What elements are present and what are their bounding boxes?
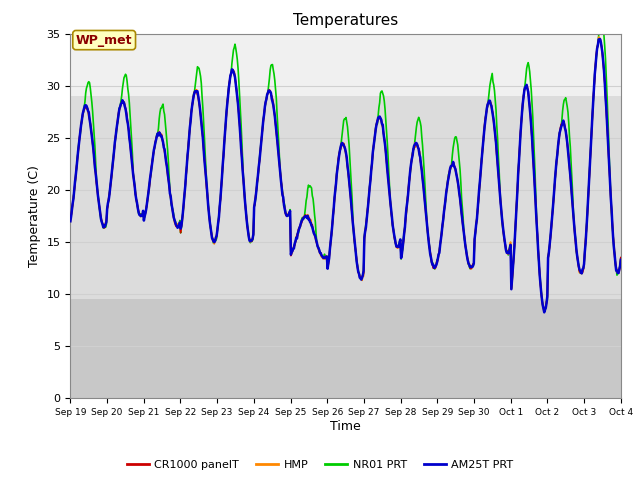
Line: AM25T PRT: AM25T PRT <box>70 39 621 312</box>
NR01 PRT <box>540 308 548 314</box>
HMP <box>617 257 625 263</box>
AM25T PRT <box>218 174 226 180</box>
NR01 PRT <box>77 131 84 136</box>
HMP <box>218 174 226 180</box>
HMP <box>413 141 420 147</box>
NR01 PRT <box>133 201 141 206</box>
AM25T PRT <box>67 218 74 224</box>
HMP <box>189 98 196 104</box>
AM25T PRT <box>429 262 436 268</box>
HMP <box>429 261 436 267</box>
AM25T PRT <box>189 98 196 104</box>
CR1000 panelT <box>413 140 420 146</box>
NR01 PRT <box>189 99 196 105</box>
AM25T PRT <box>413 140 420 146</box>
AM25T PRT <box>77 128 84 134</box>
Text: WP_met: WP_met <box>76 34 132 47</box>
Legend: CR1000 panelT, HMP, NR01 PRT, AM25T PRT: CR1000 panelT, HMP, NR01 PRT, AM25T PRT <box>122 456 518 474</box>
AM25T PRT <box>540 310 548 315</box>
NR01 PRT <box>596 20 604 26</box>
HMP <box>540 308 548 314</box>
Bar <box>70 300 621 398</box>
Line: CR1000 panelT: CR1000 panelT <box>70 39 621 310</box>
Bar <box>70 96 621 300</box>
CR1000 panelT <box>133 200 141 206</box>
CR1000 panelT <box>540 307 548 312</box>
HMP <box>595 34 602 40</box>
AM25T PRT <box>133 200 141 205</box>
NR01 PRT <box>218 176 226 182</box>
Title: Temperatures: Temperatures <box>293 13 398 28</box>
HMP <box>67 218 74 224</box>
NR01 PRT <box>429 260 436 265</box>
CR1000 panelT <box>596 36 604 42</box>
HMP <box>133 202 141 208</box>
CR1000 panelT <box>429 262 436 267</box>
Line: NR01 PRT: NR01 PRT <box>70 23 621 311</box>
CR1000 panelT <box>189 98 196 104</box>
Line: HMP: HMP <box>70 37 621 311</box>
HMP <box>77 129 84 135</box>
CR1000 panelT <box>77 128 84 134</box>
X-axis label: Time: Time <box>330 420 361 433</box>
AM25T PRT <box>617 257 625 263</box>
Y-axis label: Temperature (C): Temperature (C) <box>28 165 41 267</box>
AM25T PRT <box>596 36 604 42</box>
CR1000 panelT <box>617 255 625 261</box>
CR1000 panelT <box>67 215 74 220</box>
NR01 PRT <box>413 124 420 130</box>
NR01 PRT <box>67 215 74 221</box>
CR1000 panelT <box>218 173 226 179</box>
NR01 PRT <box>617 256 625 262</box>
